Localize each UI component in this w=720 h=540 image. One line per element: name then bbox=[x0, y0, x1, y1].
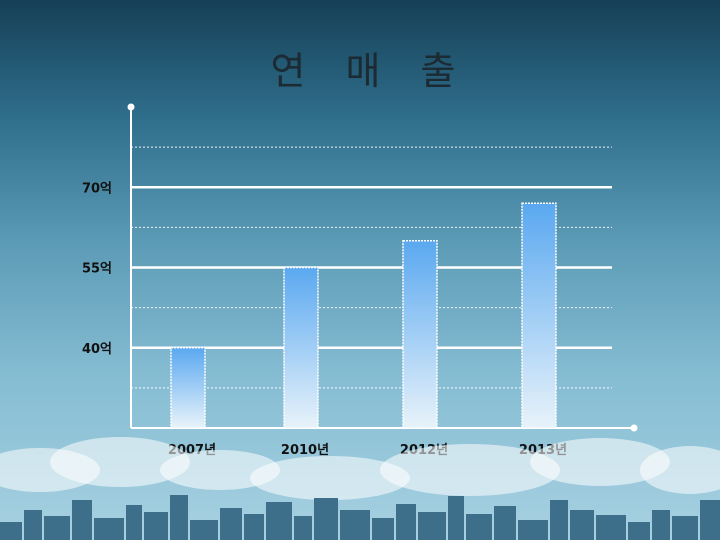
skyline-building bbox=[596, 515, 626, 540]
cloud bbox=[250, 456, 410, 500]
skyline-building bbox=[314, 498, 338, 540]
skyline-building bbox=[418, 512, 446, 540]
skyline-building bbox=[0, 522, 22, 540]
bar bbox=[521, 202, 557, 429]
skyline-building bbox=[628, 522, 650, 540]
cloud bbox=[50, 437, 190, 487]
skyline-building bbox=[672, 516, 698, 540]
skyline-building bbox=[190, 520, 218, 540]
bar bbox=[170, 347, 206, 429]
skyline-building bbox=[396, 504, 416, 540]
skyline-building bbox=[372, 518, 394, 540]
x-tick-label: 2010년 bbox=[281, 443, 329, 458]
skyline-building bbox=[44, 516, 70, 540]
skyline-building bbox=[294, 516, 312, 540]
y-tick-label: 70억 bbox=[82, 181, 112, 196]
skyline-building bbox=[466, 514, 492, 540]
skyline-building bbox=[570, 510, 594, 540]
skyline-building bbox=[144, 512, 168, 540]
skyline-building bbox=[126, 505, 142, 540]
skyline-building bbox=[266, 502, 292, 540]
skyline-building bbox=[244, 514, 264, 540]
skyline-building bbox=[340, 510, 370, 540]
skyline-building bbox=[94, 518, 124, 540]
skyline-building bbox=[24, 510, 42, 540]
skyline-building bbox=[652, 510, 670, 540]
skyline-building bbox=[220, 508, 242, 540]
skyline-building bbox=[700, 500, 720, 540]
cloud bbox=[530, 438, 670, 486]
skyline-building bbox=[518, 520, 548, 540]
y-tick-label: 40억 bbox=[82, 342, 112, 357]
cloud bbox=[380, 444, 560, 496]
skyline-building bbox=[550, 500, 568, 540]
skyline-building bbox=[170, 495, 188, 540]
cloud bbox=[160, 450, 280, 490]
y-tick-label: 55억 bbox=[82, 262, 112, 277]
skyline-building bbox=[72, 500, 92, 540]
chart-title: 연 매 출 bbox=[270, 49, 470, 93]
bar bbox=[283, 266, 319, 429]
bar bbox=[402, 240, 438, 429]
cloud bbox=[640, 446, 720, 494]
x-axis-end-dot bbox=[630, 424, 638, 432]
skyline-building bbox=[494, 506, 516, 540]
y-axis-end-dot bbox=[127, 103, 135, 111]
skyline-building bbox=[448, 496, 464, 540]
